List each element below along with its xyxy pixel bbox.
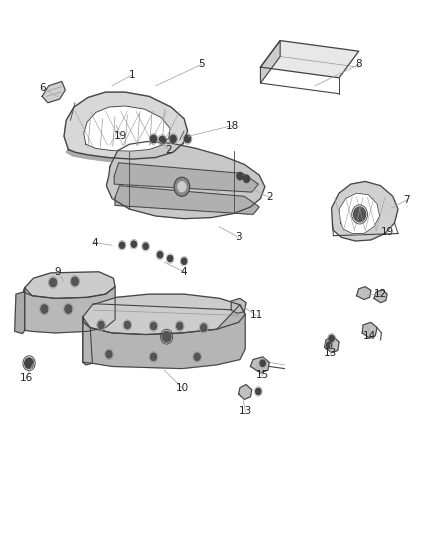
Circle shape: [25, 358, 33, 368]
Polygon shape: [231, 298, 246, 313]
Polygon shape: [66, 143, 183, 163]
Text: 18: 18: [226, 120, 239, 131]
Circle shape: [162, 332, 171, 342]
Circle shape: [159, 136, 165, 144]
Circle shape: [329, 335, 334, 342]
Circle shape: [177, 322, 183, 330]
Polygon shape: [106, 142, 265, 219]
Polygon shape: [332, 181, 398, 241]
Text: 12: 12: [374, 289, 387, 299]
Text: 1: 1: [128, 70, 135, 80]
Circle shape: [150, 135, 156, 143]
Text: 4: 4: [181, 267, 187, 277]
Text: 15: 15: [256, 370, 269, 381]
Circle shape: [177, 181, 186, 192]
Polygon shape: [83, 294, 245, 335]
Polygon shape: [64, 92, 187, 159]
Text: 13: 13: [239, 406, 252, 416]
Polygon shape: [83, 317, 92, 365]
Text: 2: 2: [166, 144, 172, 155]
Circle shape: [184, 135, 191, 143]
Circle shape: [326, 342, 332, 349]
Text: 16: 16: [19, 373, 33, 383]
Circle shape: [120, 242, 125, 248]
Circle shape: [174, 177, 190, 196]
Circle shape: [49, 278, 57, 287]
Polygon shape: [261, 41, 280, 83]
Polygon shape: [84, 106, 170, 151]
Circle shape: [41, 305, 48, 313]
Polygon shape: [114, 163, 258, 192]
Polygon shape: [325, 337, 339, 353]
Text: 7: 7: [403, 195, 410, 205]
Circle shape: [353, 207, 366, 222]
Polygon shape: [25, 287, 115, 333]
Text: 5: 5: [198, 60, 205, 69]
Circle shape: [201, 324, 207, 332]
Circle shape: [194, 353, 200, 361]
Polygon shape: [83, 305, 245, 368]
Polygon shape: [362, 322, 377, 338]
Text: 4: 4: [91, 238, 98, 247]
Circle shape: [131, 241, 137, 247]
Polygon shape: [115, 185, 259, 214]
Polygon shape: [374, 290, 387, 303]
Polygon shape: [14, 288, 25, 334]
Text: 10: 10: [175, 383, 188, 393]
Text: 6: 6: [39, 83, 46, 93]
Polygon shape: [239, 384, 252, 399]
Circle shape: [71, 277, 78, 286]
Text: 19: 19: [114, 131, 127, 141]
Text: 3: 3: [235, 232, 242, 243]
Text: 11: 11: [250, 310, 263, 320]
Circle shape: [143, 243, 148, 249]
Polygon shape: [251, 357, 269, 373]
Circle shape: [167, 255, 173, 262]
Polygon shape: [23, 272, 115, 298]
Circle shape: [260, 360, 265, 367]
Circle shape: [150, 353, 156, 361]
Circle shape: [237, 172, 243, 180]
Circle shape: [150, 322, 156, 330]
Polygon shape: [42, 82, 65, 103]
Circle shape: [181, 258, 187, 264]
Circle shape: [157, 252, 162, 258]
Text: 8: 8: [355, 60, 362, 69]
Circle shape: [124, 321, 131, 329]
Text: 2: 2: [266, 192, 272, 203]
Circle shape: [106, 351, 112, 358]
Circle shape: [256, 388, 261, 394]
Circle shape: [65, 305, 72, 313]
Text: 19: 19: [381, 227, 394, 237]
Text: 14: 14: [363, 330, 376, 341]
Text: 13: 13: [324, 348, 337, 358]
Text: 9: 9: [54, 267, 61, 277]
Circle shape: [98, 321, 104, 329]
Polygon shape: [261, 41, 359, 78]
Circle shape: [244, 175, 250, 182]
Polygon shape: [357, 287, 371, 300]
Polygon shape: [339, 193, 380, 233]
Circle shape: [170, 135, 176, 143]
